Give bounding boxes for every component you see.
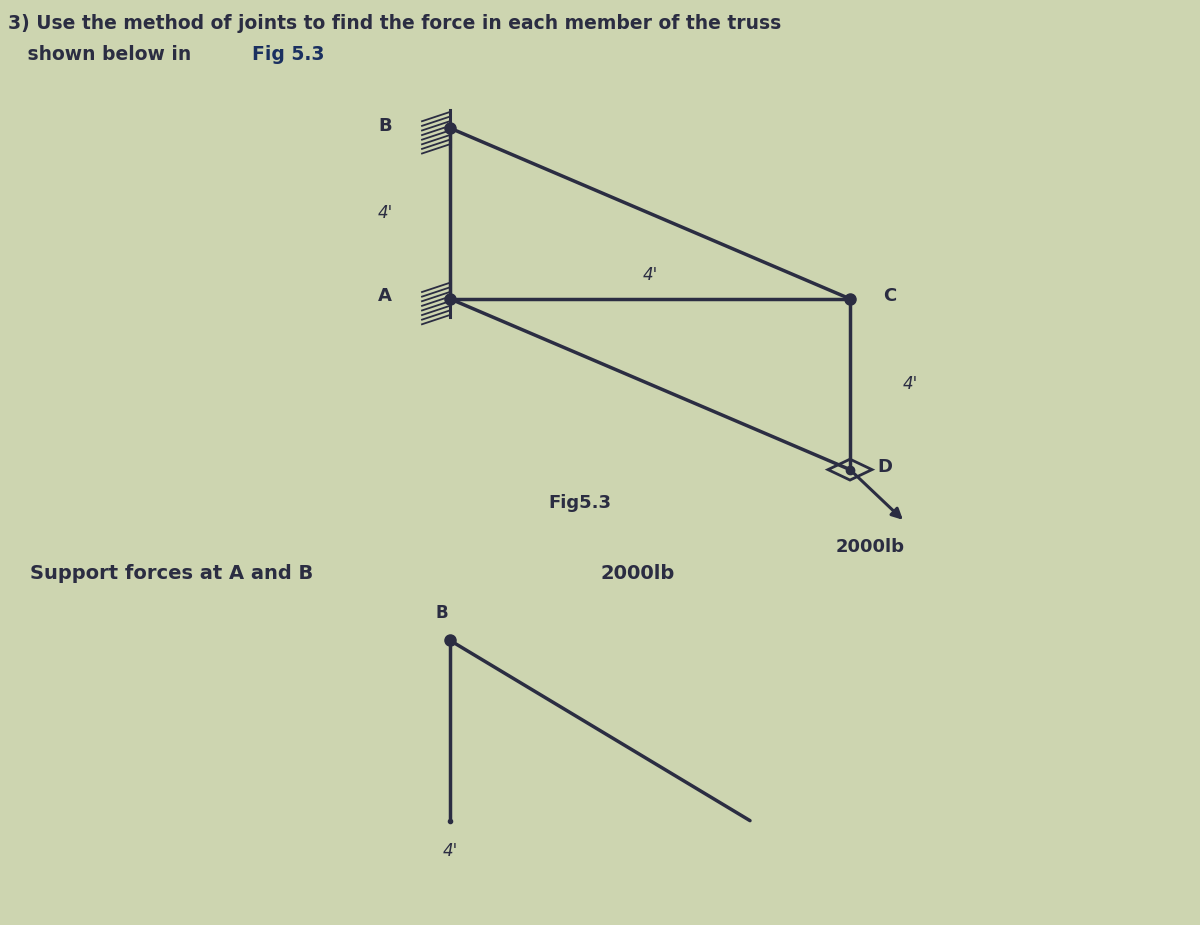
Text: 4': 4' <box>443 842 457 860</box>
Text: B: B <box>378 117 392 135</box>
Text: Fig5.3: Fig5.3 <box>548 494 612 512</box>
Text: D: D <box>877 458 893 476</box>
Text: Support forces at A and B: Support forces at A and B <box>30 564 313 584</box>
Text: shown below in: shown below in <box>8 45 198 64</box>
Text: Fig 5.3: Fig 5.3 <box>252 45 324 64</box>
Text: 2000lb: 2000lb <box>835 538 905 557</box>
Text: 4': 4' <box>642 266 658 284</box>
Text: B: B <box>436 604 449 623</box>
Text: 3) Use the method of joints to find the force in each member of the truss: 3) Use the method of joints to find the … <box>8 14 781 33</box>
Text: 4': 4' <box>902 376 918 393</box>
Text: A: A <box>378 288 392 305</box>
Text: 4': 4' <box>377 204 392 222</box>
Text: C: C <box>883 288 896 305</box>
Text: 2000lb: 2000lb <box>600 564 674 584</box>
